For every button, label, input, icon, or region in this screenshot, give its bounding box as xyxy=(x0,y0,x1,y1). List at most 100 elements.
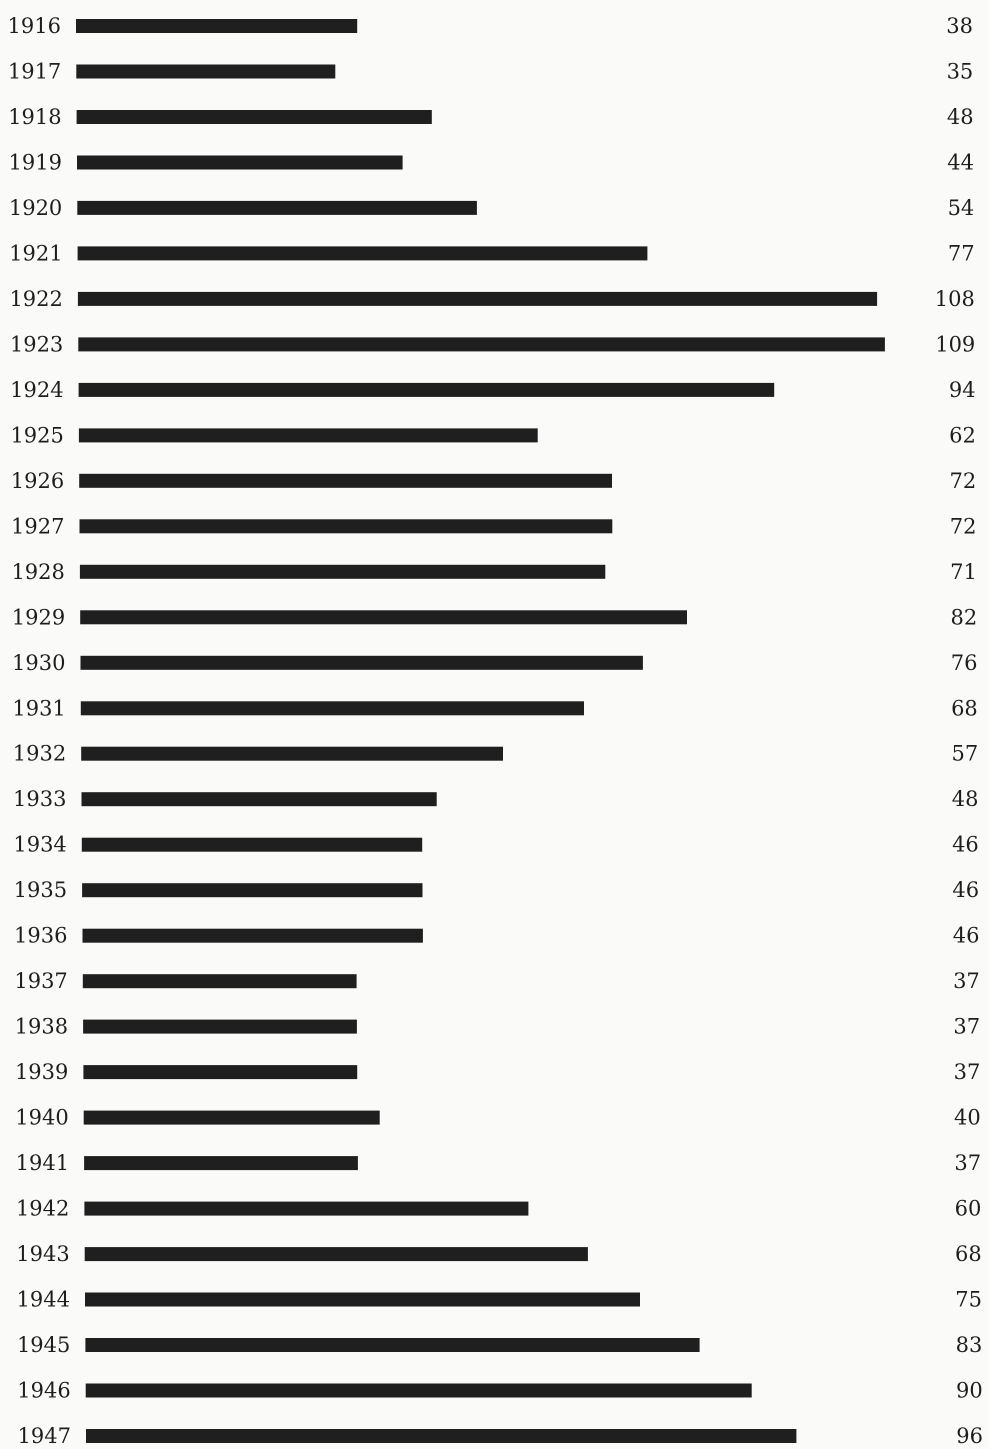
bar-1924 xyxy=(78,382,775,397)
year-label-1938: 1938 xyxy=(15,1015,68,1039)
year-label-1945: 1945 xyxy=(17,1333,70,1357)
value-label-1923: 109 xyxy=(935,332,975,356)
year-label-1946: 1946 xyxy=(17,1379,70,1403)
bar-1942 xyxy=(84,1201,529,1216)
year-label-1922: 1922 xyxy=(9,287,62,311)
year-label-1928: 1928 xyxy=(11,560,64,584)
value-label-1936: 46 xyxy=(953,924,980,948)
bar-1926 xyxy=(79,473,612,488)
year-label-1936: 1936 xyxy=(14,924,67,948)
bar-1946 xyxy=(85,1383,752,1398)
value-label-1926: 72 xyxy=(949,469,976,493)
year-label-1940: 1940 xyxy=(15,1106,68,1130)
value-label-1944: 75 xyxy=(955,1288,982,1312)
year-label-1939: 1939 xyxy=(15,1060,68,1084)
value-label-1925: 62 xyxy=(949,423,976,447)
year-label-1924: 1924 xyxy=(10,378,63,402)
bar-1939 xyxy=(83,1065,358,1080)
bar-1947 xyxy=(86,1429,797,1443)
year-label-1923: 1923 xyxy=(10,332,63,356)
year-label-1926: 1926 xyxy=(11,469,64,493)
year-label-1916: 1916 xyxy=(8,14,61,38)
bar-1930 xyxy=(80,655,643,670)
value-label-1924: 94 xyxy=(949,378,976,402)
value-label-1920: 54 xyxy=(948,196,975,220)
value-label-1918: 48 xyxy=(947,105,974,129)
value-label-1934: 46 xyxy=(952,833,979,857)
bar-1941 xyxy=(84,1156,358,1171)
bar-1943 xyxy=(84,1247,588,1262)
bar-1923 xyxy=(78,337,885,352)
value-label-1916: 38 xyxy=(946,14,973,38)
bar-1929 xyxy=(80,610,687,625)
bars-layer xyxy=(76,19,885,1443)
value-label-1921: 77 xyxy=(948,241,975,265)
value-label-1919: 44 xyxy=(947,151,974,175)
year-label-1925: 1925 xyxy=(10,423,63,447)
year-label-1932: 1932 xyxy=(13,742,66,766)
value-labels-layer: 38 35 48 44 54 77 108 109 94 62 72 72 71 82 76 68 57 48 46… xyxy=(935,14,983,1448)
bar-1938 xyxy=(83,1019,357,1034)
value-label-1943: 68 xyxy=(955,1242,982,1266)
year-label-1947: 1947 xyxy=(18,1424,71,1448)
bar-1922 xyxy=(77,291,878,306)
bar-1944 xyxy=(85,1292,640,1307)
bar-1925 xyxy=(78,428,538,443)
bar-1940 xyxy=(83,1110,380,1125)
year-label-1919: 1919 xyxy=(9,151,62,175)
value-label-1940: 40 xyxy=(954,1106,981,1130)
value-label-1929: 82 xyxy=(950,605,977,629)
value-label-1945: 83 xyxy=(956,1333,983,1357)
bar-1920 xyxy=(77,200,477,215)
year-label-1918: 1918 xyxy=(8,105,61,129)
year-label-1917: 1917 xyxy=(8,60,61,84)
bar-1934 xyxy=(81,837,423,852)
value-label-1933: 48 xyxy=(952,787,979,811)
year-label-1935: 1935 xyxy=(14,878,67,902)
value-label-1922: 108 xyxy=(935,287,975,311)
bar-1937 xyxy=(82,974,357,989)
year-label-1921: 1921 xyxy=(9,241,62,265)
year-label-1941: 1941 xyxy=(16,1151,69,1175)
value-label-1927: 72 xyxy=(950,514,977,538)
value-label-1932: 57 xyxy=(951,742,978,766)
value-label-1928: 71 xyxy=(950,560,977,584)
bar-1936 xyxy=(82,928,423,943)
bar-1932 xyxy=(81,746,503,761)
value-label-1941: 37 xyxy=(954,1151,981,1175)
year-labels-layer: 1916 1917 1918 1919 1920 1921 1922 1923 1924 1925… xyxy=(8,14,71,1448)
bar-1919 xyxy=(77,155,403,170)
year-label-1944: 1944 xyxy=(17,1288,70,1312)
bar-1928 xyxy=(79,564,606,579)
bar-1917 xyxy=(76,64,336,79)
value-label-1937: 37 xyxy=(953,969,980,993)
bar-1916 xyxy=(76,19,358,33)
value-label-1931: 68 xyxy=(951,696,978,720)
bar-1935 xyxy=(82,883,423,898)
value-label-1939: 37 xyxy=(954,1060,981,1084)
year-label-1933: 1933 xyxy=(13,787,66,811)
value-label-1938: 37 xyxy=(953,1015,980,1039)
year-label-1927: 1927 xyxy=(11,514,64,538)
value-label-1942: 60 xyxy=(955,1197,982,1221)
bar-1933 xyxy=(81,792,437,807)
value-label-1917: 35 xyxy=(947,60,974,84)
bar-1927 xyxy=(79,519,613,534)
bar-1931 xyxy=(80,701,585,716)
year-label-1934: 1934 xyxy=(13,833,66,857)
bar-1921 xyxy=(77,246,648,261)
bar-1945 xyxy=(85,1338,700,1352)
bar-1918 xyxy=(76,110,432,124)
value-label-1935: 46 xyxy=(952,878,979,902)
value-label-1947: 96 xyxy=(956,1424,983,1448)
value-label-1946: 90 xyxy=(956,1379,983,1403)
year-label-1920: 1920 xyxy=(9,196,62,220)
year-label-1929: 1929 xyxy=(12,605,65,629)
year-label-1937: 1937 xyxy=(14,969,67,993)
value-label-1930: 76 xyxy=(951,651,978,675)
year-label-1943: 1943 xyxy=(16,1242,69,1266)
year-label-1931: 1931 xyxy=(12,696,65,720)
year-label-1942: 1942 xyxy=(16,1197,69,1221)
